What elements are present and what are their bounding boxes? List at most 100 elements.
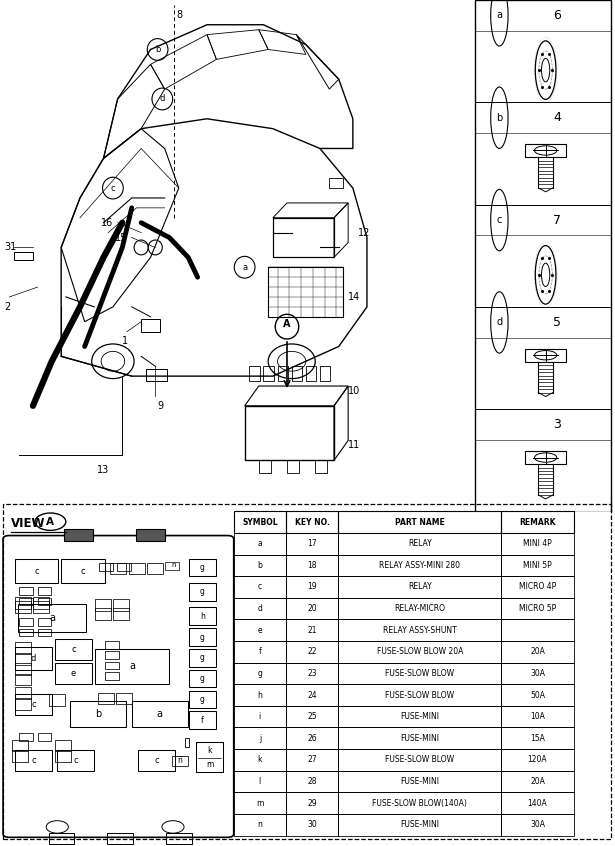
Text: d: d <box>31 654 36 663</box>
Text: g: g <box>258 669 262 678</box>
Text: b: b <box>496 113 502 123</box>
Text: b: b <box>95 709 101 719</box>
Text: 3: 3 <box>554 418 561 431</box>
Text: g: g <box>200 695 205 704</box>
Text: 11: 11 <box>348 441 360 450</box>
Bar <box>263 366 274 381</box>
Text: 22: 22 <box>308 647 317 656</box>
Bar <box>501 662 574 684</box>
Bar <box>501 728 574 749</box>
Text: FUSE-MINI: FUSE-MINI <box>400 821 439 829</box>
Text: c: c <box>31 700 36 709</box>
Bar <box>338 554 501 576</box>
Bar <box>234 598 286 619</box>
Bar <box>273 217 334 257</box>
Bar <box>286 511 338 533</box>
Bar <box>234 814 286 836</box>
Text: FUSE-MINI: FUSE-MINI <box>400 777 439 786</box>
Text: f: f <box>258 647 261 656</box>
Bar <box>501 814 574 836</box>
Bar <box>315 460 327 473</box>
Text: 6: 6 <box>554 8 561 22</box>
Text: 140A: 140A <box>528 799 547 808</box>
Text: 21: 21 <box>308 626 317 634</box>
Bar <box>136 529 165 541</box>
Bar <box>286 598 338 619</box>
Bar <box>268 267 343 316</box>
Bar <box>338 533 501 554</box>
Bar <box>64 529 93 541</box>
Text: j: j <box>259 733 261 743</box>
Text: 15: 15 <box>114 233 127 243</box>
Text: 18: 18 <box>308 561 317 570</box>
Bar <box>234 728 286 749</box>
Text: 9: 9 <box>157 401 164 411</box>
Text: g: g <box>200 563 205 572</box>
Text: n: n <box>258 821 262 829</box>
Bar <box>287 460 299 473</box>
Text: FUSE-MINI: FUSE-MINI <box>400 733 439 743</box>
Text: a: a <box>49 613 55 623</box>
Text: MINI 5P: MINI 5P <box>523 561 552 570</box>
Text: 12: 12 <box>357 228 370 238</box>
Text: MINI 4P: MINI 4P <box>523 539 552 548</box>
Bar <box>234 533 286 554</box>
Bar <box>108 833 133 844</box>
Text: g: g <box>200 653 205 662</box>
Bar <box>259 460 271 473</box>
Text: RELAY-MICRO: RELAY-MICRO <box>394 604 445 613</box>
Text: MICRO 4P: MICRO 4P <box>519 582 556 591</box>
Text: 23: 23 <box>308 669 317 678</box>
Text: FUSE-SLOW BLOW: FUSE-SLOW BLOW <box>385 669 454 678</box>
Bar <box>49 833 74 844</box>
Bar <box>234 706 286 728</box>
Text: c: c <box>81 567 85 575</box>
Text: h: h <box>258 690 262 700</box>
Text: 8: 8 <box>177 10 183 19</box>
Bar <box>234 684 286 706</box>
Bar <box>286 662 338 684</box>
Bar <box>338 598 501 619</box>
Bar <box>234 793 286 814</box>
Bar <box>277 366 288 381</box>
Text: 31: 31 <box>5 243 17 252</box>
Bar <box>286 706 338 728</box>
Bar <box>320 366 330 381</box>
Text: RELAY ASSY-SHUNT: RELAY ASSY-SHUNT <box>383 626 456 634</box>
Bar <box>234 662 286 684</box>
Text: a: a <box>258 539 262 548</box>
Text: VIEW: VIEW <box>11 517 46 530</box>
Bar <box>501 641 574 662</box>
Bar <box>286 641 338 662</box>
Text: 10: 10 <box>348 386 360 396</box>
Text: c: c <box>111 184 115 193</box>
Bar <box>286 684 338 706</box>
Bar <box>501 511 574 533</box>
Bar <box>234 619 286 641</box>
Bar <box>234 641 286 662</box>
Bar <box>338 728 501 749</box>
Text: 20: 20 <box>308 604 317 613</box>
Text: 24: 24 <box>308 690 317 700</box>
Text: d: d <box>496 317 502 327</box>
Bar <box>338 793 501 814</box>
Bar <box>286 771 338 793</box>
Bar <box>286 554 338 576</box>
Bar <box>501 771 574 793</box>
Bar <box>338 662 501 684</box>
Bar <box>286 619 338 641</box>
Text: 30A: 30A <box>530 669 545 678</box>
Text: k: k <box>207 746 212 755</box>
Text: 16: 16 <box>101 217 113 228</box>
Text: n: n <box>171 562 176 568</box>
Bar <box>286 576 338 598</box>
Text: RELAY ASSY-MINI 280: RELAY ASSY-MINI 280 <box>379 561 460 570</box>
Text: c: c <box>71 645 76 654</box>
Bar <box>501 749 574 771</box>
Text: KEY NO.: KEY NO. <box>295 518 330 526</box>
Text: FUSE-SLOW BLOW: FUSE-SLOW BLOW <box>385 690 454 700</box>
Text: g: g <box>200 674 205 683</box>
Text: g: g <box>200 587 205 596</box>
Text: c: c <box>154 755 159 765</box>
Text: 28: 28 <box>308 777 317 786</box>
